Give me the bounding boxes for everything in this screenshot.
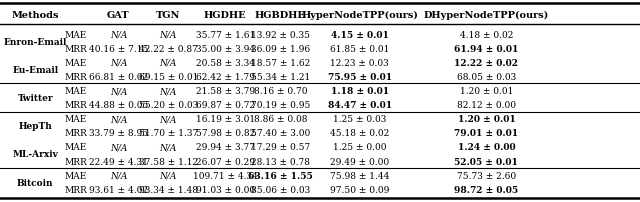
- Text: MAE: MAE: [65, 31, 86, 39]
- Text: MRR: MRR: [64, 73, 87, 81]
- Text: HGBDHE: HGBDHE: [255, 11, 306, 20]
- Text: 93.61 ± 4.02: 93.61 ± 4.02: [89, 185, 148, 194]
- Text: 35.00 ± 3.94: 35.00 ± 3.94: [196, 44, 255, 53]
- Text: 79.01 ± 0.01: 79.01 ± 0.01: [454, 129, 518, 138]
- Text: 98.72 ± 0.05: 98.72 ± 0.05: [454, 185, 518, 194]
- Text: Eu-Email: Eu-Email: [12, 65, 58, 75]
- Text: 4.15 ± 0.01: 4.15 ± 0.01: [331, 31, 388, 39]
- Text: 52.05 ± 0.01: 52.05 ± 0.01: [454, 157, 518, 166]
- Text: 22.49 ± 4.31: 22.49 ± 4.31: [89, 157, 148, 166]
- Text: 42.22 ± 0.87: 42.22 ± 0.87: [139, 44, 198, 53]
- Text: 1.25 ± 0.03: 1.25 ± 0.03: [333, 115, 387, 124]
- Text: 66.81 ± 0.02: 66.81 ± 0.02: [89, 73, 148, 81]
- Text: 12.22 ± 0.02: 12.22 ± 0.02: [454, 59, 518, 67]
- Text: 35.77 ± 1.61: 35.77 ± 1.61: [196, 31, 255, 39]
- Text: N/A: N/A: [109, 87, 127, 96]
- Text: 17.29 ± 0.57: 17.29 ± 0.57: [251, 143, 310, 152]
- Text: MAE: MAE: [65, 171, 86, 180]
- Text: 8.86 ± 0.08: 8.86 ± 0.08: [253, 115, 307, 124]
- Text: 36.09 ± 1.96: 36.09 ± 1.96: [251, 44, 310, 53]
- Text: 61.94 ± 0.01: 61.94 ± 0.01: [454, 44, 518, 53]
- Text: 75.95 ± 0.01: 75.95 ± 0.01: [328, 73, 392, 81]
- Text: 37.58 ± 1.12: 37.58 ± 1.12: [139, 157, 198, 166]
- Text: N/A: N/A: [159, 59, 177, 67]
- Text: 18.57 ± 1.62: 18.57 ± 1.62: [251, 59, 310, 67]
- Text: 85.06 ± 0.03: 85.06 ± 0.03: [251, 185, 310, 194]
- Text: 45.18 ± 0.02: 45.18 ± 0.02: [330, 129, 389, 138]
- Text: 75.98 ± 1.44: 75.98 ± 1.44: [330, 171, 389, 180]
- Text: MRR: MRR: [64, 129, 87, 138]
- Text: 69.15 ± 0.01: 69.15 ± 0.01: [139, 73, 198, 81]
- Text: 29.49 ± 0.00: 29.49 ± 0.00: [330, 157, 389, 166]
- Text: 70.19 ± 0.95: 70.19 ± 0.95: [251, 101, 310, 109]
- Text: N/A: N/A: [109, 31, 127, 39]
- Text: N/A: N/A: [109, 115, 127, 124]
- Text: 97.50 ± 0.09: 97.50 ± 0.09: [330, 185, 389, 194]
- Text: N/A: N/A: [159, 31, 177, 39]
- Text: 40.16 ± 7.15: 40.16 ± 7.15: [89, 44, 148, 53]
- Text: 1.20 ± 0.01: 1.20 ± 0.01: [460, 87, 513, 96]
- Text: 1.25 ± 0.00: 1.25 ± 0.00: [333, 143, 387, 152]
- Text: 1.20 ± 0.01: 1.20 ± 0.01: [458, 115, 515, 124]
- Text: TGN: TGN: [156, 11, 180, 20]
- Text: 57.40 ± 3.00: 57.40 ± 3.00: [251, 129, 310, 138]
- Text: 69.87 ± 0.72: 69.87 ± 0.72: [196, 101, 255, 109]
- Text: ML-Arxiv: ML-Arxiv: [12, 150, 58, 159]
- Text: 16.19 ± 3.01: 16.19 ± 3.01: [196, 115, 255, 124]
- Text: Bitcoin: Bitcoin: [17, 178, 54, 187]
- Text: N/A: N/A: [159, 115, 177, 124]
- Text: 93.34 ± 1.48: 93.34 ± 1.48: [139, 185, 198, 194]
- Text: 21.58 ± 3.79: 21.58 ± 3.79: [196, 87, 255, 96]
- Text: MAE: MAE: [65, 59, 86, 67]
- Text: 20.58 ± 3.34: 20.58 ± 3.34: [196, 59, 255, 67]
- Text: 91.03 ± 0.00: 91.03 ± 0.00: [196, 185, 255, 194]
- Text: 62.42 ± 1.79: 62.42 ± 1.79: [196, 73, 255, 81]
- Text: Twitter: Twitter: [17, 94, 53, 103]
- Text: 109.71 ± 4.34: 109.71 ± 4.34: [193, 171, 258, 180]
- Text: 61.85 ± 0.01: 61.85 ± 0.01: [330, 44, 389, 53]
- Text: 33.79 ± 8.95: 33.79 ± 8.95: [89, 129, 148, 138]
- Text: N/A: N/A: [159, 143, 177, 152]
- Text: 57.98 ± 0.82: 57.98 ± 0.82: [196, 129, 255, 138]
- Text: MRR: MRR: [64, 157, 87, 166]
- Text: HyperNodeTPP(ours): HyperNodeTPP(ours): [301, 11, 418, 20]
- Text: 84.47 ± 0.01: 84.47 ± 0.01: [328, 101, 392, 109]
- Text: 13.92 ± 0.35: 13.92 ± 0.35: [251, 31, 310, 39]
- Text: MAE: MAE: [65, 143, 86, 152]
- Text: 82.12 ± 0.00: 82.12 ± 0.00: [457, 101, 516, 109]
- Text: 44.88 ± 0.05: 44.88 ± 0.05: [89, 101, 148, 109]
- Text: Enron-Email: Enron-Email: [3, 37, 67, 46]
- Text: Methods: Methods: [12, 11, 59, 20]
- Text: HepTh: HepTh: [19, 122, 52, 131]
- Text: N/A: N/A: [109, 143, 127, 152]
- Text: 8.16 ± 0.70: 8.16 ± 0.70: [253, 87, 307, 96]
- Text: DHyperNodeTPP(ours): DHyperNodeTPP(ours): [424, 11, 549, 20]
- Text: MRR: MRR: [64, 101, 87, 109]
- Text: MAE: MAE: [65, 115, 86, 124]
- Text: HGDHE: HGDHE: [204, 11, 246, 20]
- Text: 68.05 ± 0.03: 68.05 ± 0.03: [457, 73, 516, 81]
- Text: 55.20 ± 0.03: 55.20 ± 0.03: [139, 101, 198, 109]
- Text: MRR: MRR: [64, 44, 87, 53]
- Text: 26.07 ± 0.29: 26.07 ± 0.29: [196, 157, 255, 166]
- Text: 28.13 ± 0.78: 28.13 ± 0.78: [251, 157, 310, 166]
- Text: MRR: MRR: [64, 185, 87, 194]
- Text: N/A: N/A: [159, 171, 177, 180]
- Text: 1.18 ± 0.01: 1.18 ± 0.01: [331, 87, 388, 96]
- Text: 1.24 ± 0.00: 1.24 ± 0.00: [458, 143, 515, 152]
- Text: 75.73 ± 2.60: 75.73 ± 2.60: [457, 171, 516, 180]
- Text: 29.94 ± 3.77: 29.94 ± 3.77: [196, 143, 255, 152]
- Text: 63.16 ± 1.55: 63.16 ± 1.55: [248, 171, 313, 180]
- Text: GAT: GAT: [107, 11, 130, 20]
- Text: 4.18 ± 0.02: 4.18 ± 0.02: [460, 31, 513, 39]
- Text: MAE: MAE: [65, 87, 86, 96]
- Text: N/A: N/A: [109, 59, 127, 67]
- Text: 12.23 ± 0.03: 12.23 ± 0.03: [330, 59, 389, 67]
- Text: 55.34 ± 1.21: 55.34 ± 1.21: [251, 73, 310, 81]
- Text: N/A: N/A: [109, 171, 127, 180]
- Text: 51.70 ± 1.37: 51.70 ± 1.37: [139, 129, 198, 138]
- Text: N/A: N/A: [159, 87, 177, 96]
